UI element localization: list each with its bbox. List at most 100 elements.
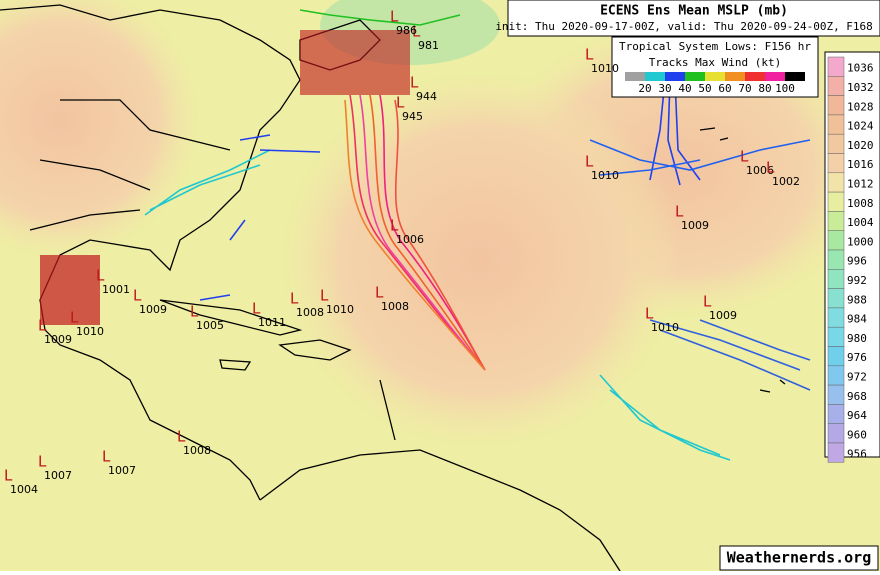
colorbar-label: 972 <box>847 370 867 383</box>
low-symbol: L <box>645 305 654 323</box>
low-pressure: 1010 <box>591 62 619 75</box>
low-pressure: 1005 <box>196 319 224 332</box>
colorbar-swatch <box>827 95 845 116</box>
wind-label: 70 <box>738 82 751 95</box>
colorbar-label: 1028 <box>847 100 874 113</box>
low-pressure: 1010 <box>651 321 679 334</box>
low-symbol: L <box>320 287 329 305</box>
low-pressure: 981 <box>418 39 439 52</box>
colorbar-label: 1032 <box>847 81 874 94</box>
wind-swatch <box>665 72 685 81</box>
low-symbol: L <box>290 290 299 308</box>
low-symbol: L <box>703 293 712 311</box>
colorbar-label: 1012 <box>847 177 874 190</box>
colorbar-label: 956 <box>847 448 867 461</box>
low-clusters <box>40 30 410 325</box>
colorbar-swatch <box>827 153 845 174</box>
low-pressure: 1006 <box>746 164 774 177</box>
colorbar-label: 1024 <box>847 120 874 133</box>
colorbar-label: 984 <box>847 313 867 326</box>
title-box <box>507 0 880 37</box>
low-pressure: 1010 <box>591 169 619 182</box>
colorbar-label: 1000 <box>847 235 874 248</box>
colorbar-swatch <box>827 423 845 444</box>
colorbar-swatch <box>827 56 845 77</box>
wind-swatch <box>625 72 645 81</box>
high-pressure-area <box>280 70 680 450</box>
low-pressure: 1008 <box>296 306 324 319</box>
colorbar-label: 964 <box>847 409 867 422</box>
low-pressure: 944 <box>416 90 437 103</box>
low-pressure: 1008 <box>183 444 211 457</box>
low-pressure: 1004 <box>10 483 38 496</box>
low-pressure: 986 <box>396 24 417 37</box>
low-pressure: 1009 <box>44 333 72 346</box>
colorbar-label: 992 <box>847 274 867 287</box>
low-symbol: L <box>390 8 399 26</box>
colorbar-label: 960 <box>847 428 867 441</box>
colorbar-swatch <box>827 191 845 212</box>
storm-tracks <box>144 9 811 461</box>
colorbar-swatch <box>827 249 845 270</box>
wind-label: 60 <box>718 82 731 95</box>
colorbar-label: 1016 <box>847 158 874 171</box>
colorbar-label: 980 <box>847 332 867 345</box>
wind-title: Tracks Max Wind (kt) <box>649 56 781 69</box>
low-symbol: L <box>38 453 47 471</box>
low-pressure: 1009 <box>681 219 709 232</box>
subtitle: init: Thu 2020-09-17-00Z, valid: Thu 202… <box>495 20 880 33</box>
wind-swatch <box>745 72 765 81</box>
low-pressure: 1007 <box>44 469 72 482</box>
low-pressure: 1010 <box>76 325 104 338</box>
colorbar-swatch <box>827 172 845 193</box>
low-symbol: L <box>675 203 684 221</box>
colorbar-swatch <box>827 211 845 231</box>
low-symbol: L <box>585 153 594 171</box>
colorbar-swatch <box>827 404 845 424</box>
colorbar-label: 976 <box>847 351 867 364</box>
colorbar-label: 1008 <box>847 197 874 210</box>
wind-label: 100 <box>775 82 795 95</box>
low-pressure: 1011 <box>258 316 286 329</box>
high-pressure-area <box>0 0 200 260</box>
wind-label: 80 <box>758 82 771 95</box>
colorbar-label: 968 <box>847 390 867 403</box>
low-symbol: L <box>252 300 261 318</box>
colorbar-swatch <box>827 442 845 463</box>
low-symbol: L <box>585 46 594 64</box>
colorbar-label: 1004 <box>847 216 874 229</box>
colorbar-swatch <box>827 326 845 347</box>
colorbar-swatch <box>827 384 845 405</box>
colorbar-label: 1036 <box>847 62 874 75</box>
low-pressure: 1007 <box>108 464 136 477</box>
low-symbol: L <box>766 159 775 177</box>
low-symbol: L <box>390 217 399 235</box>
low-symbol: L <box>177 428 186 446</box>
low-symbol: L <box>102 448 111 466</box>
low-pressure: 1010 <box>326 303 354 316</box>
low-pressure: 1009 <box>139 303 167 316</box>
wind-swatch <box>785 72 805 81</box>
colorbar-label: 996 <box>847 255 867 268</box>
low-symbol: L <box>4 467 13 485</box>
colorbar-swatch <box>827 346 845 367</box>
low-pressure: 1001 <box>102 283 130 296</box>
wind-label: 30 <box>658 82 671 95</box>
low-symbol: L <box>375 284 384 302</box>
wind-label: 20 <box>638 82 651 95</box>
low-symbol: L <box>133 287 142 305</box>
colorbar-swatch <box>827 307 845 328</box>
low-symbol: L <box>190 303 199 321</box>
colorbar-swatch <box>827 269 845 289</box>
wind-label: 40 <box>678 82 691 95</box>
low-symbol: L <box>412 23 421 41</box>
colorbar-swatch <box>827 76 845 96</box>
wind-label: 50 <box>698 82 711 95</box>
low-pressure: 1008 <box>381 300 409 313</box>
watermark-box <box>719 545 879 571</box>
colorbar-swatch <box>827 365 845 386</box>
watermark: Weathernerds.org <box>727 549 872 567</box>
low-symbol: L <box>96 267 105 285</box>
colorbar-swatch <box>827 230 845 251</box>
low-pressure: 1006 <box>396 233 424 246</box>
